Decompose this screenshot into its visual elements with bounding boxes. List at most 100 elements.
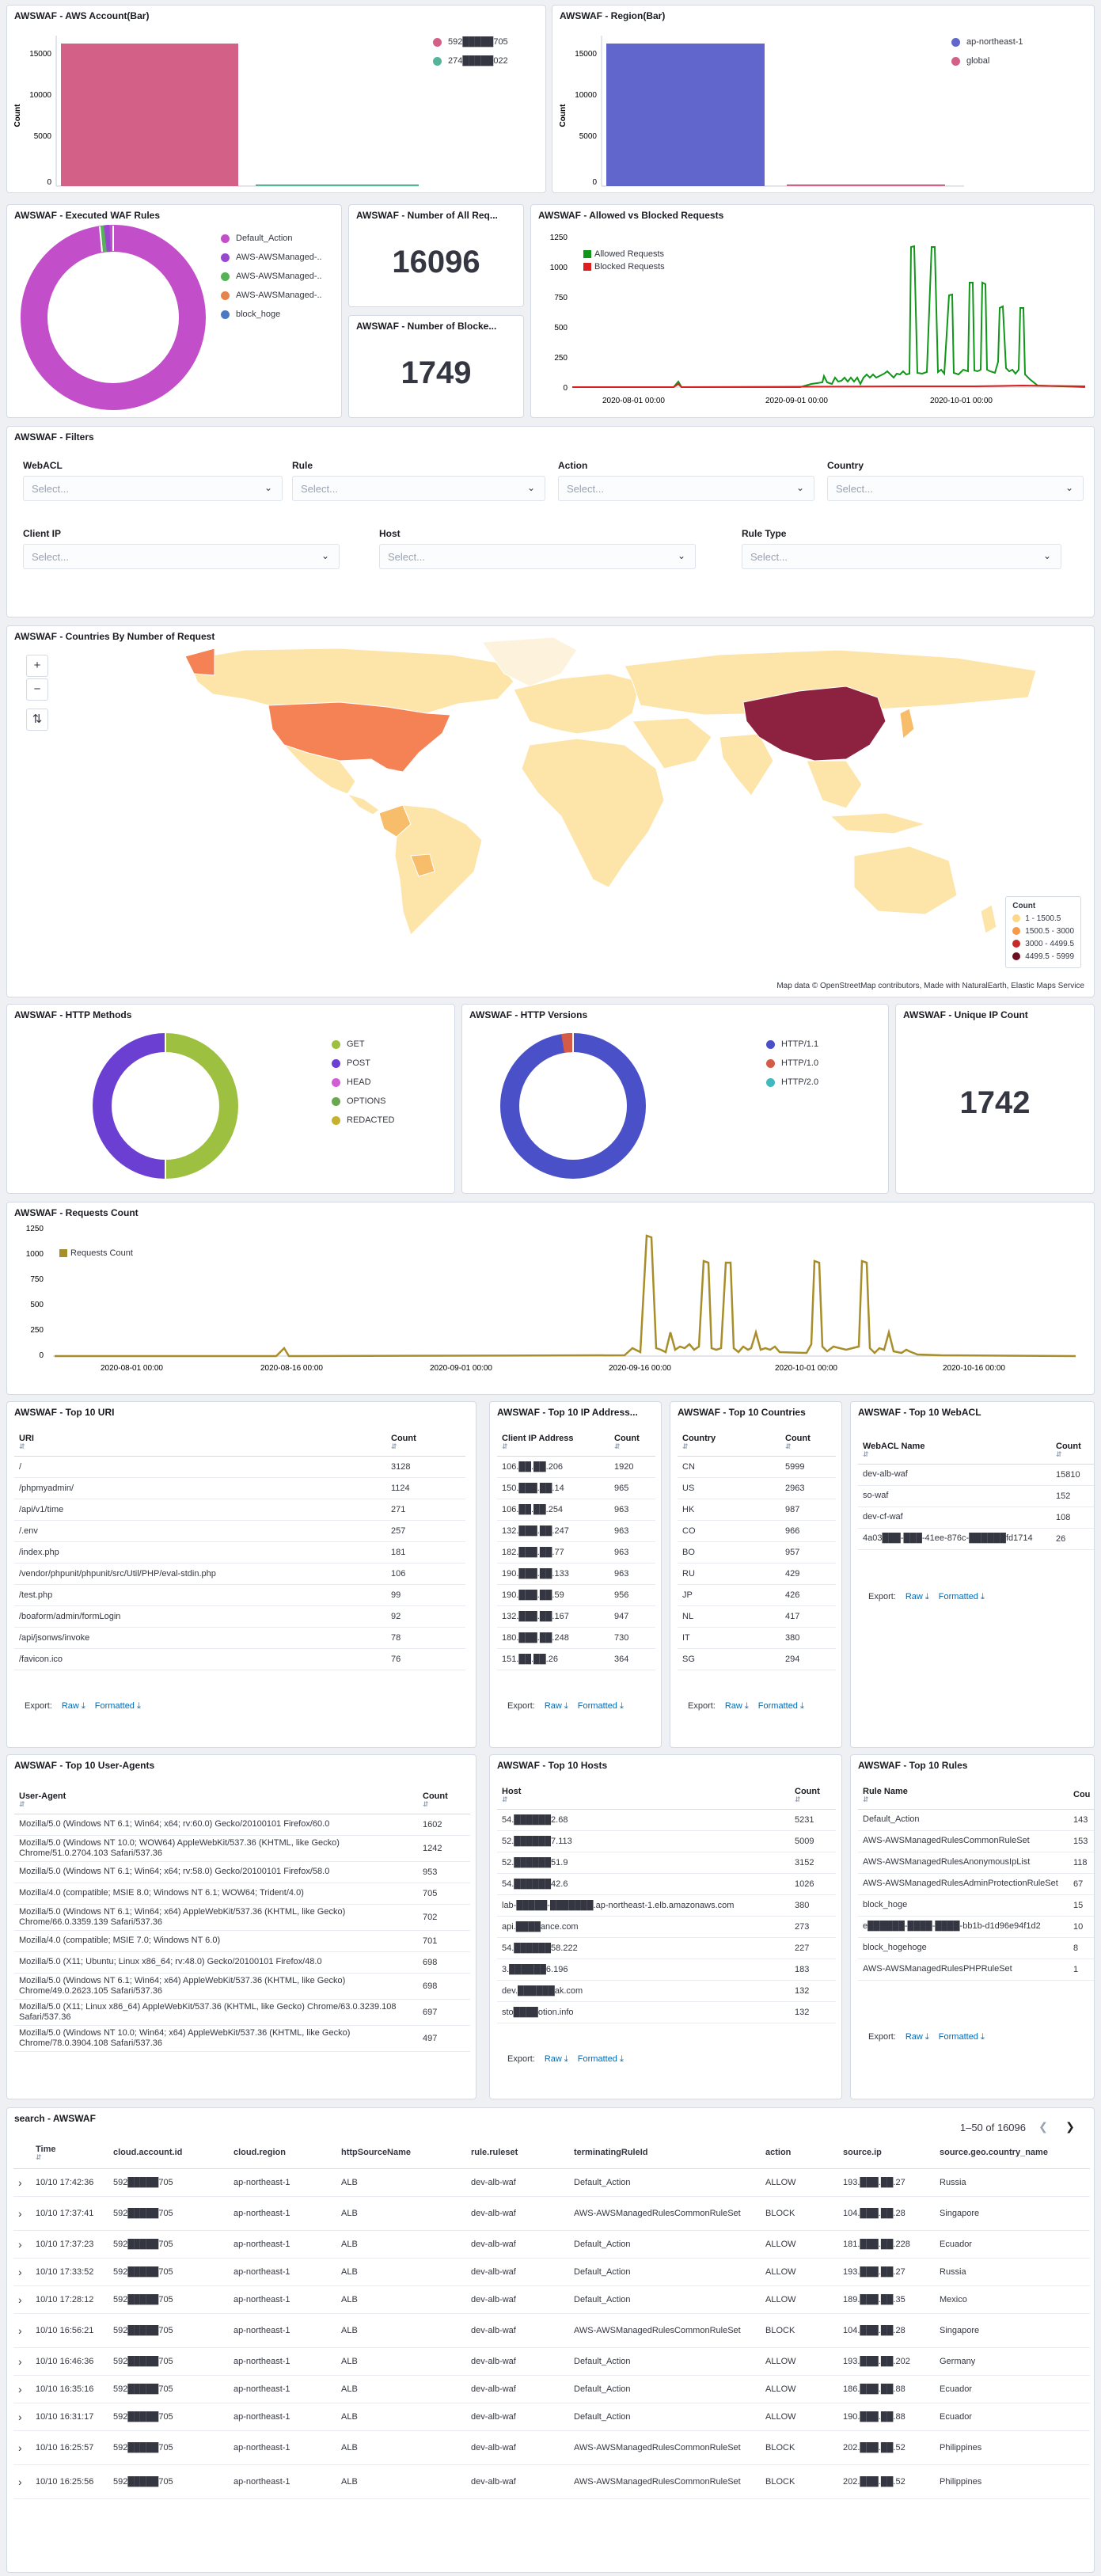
sort-icon[interactable]: ⇵ [19, 1442, 25, 1450]
sort-icon[interactable]: ⇵ [682, 1442, 689, 1450]
column-header[interactable]: Host ⇵ [497, 1780, 790, 1810]
table-row[interactable]: Mozilla/4.0 (compatible; MSIE 8.0; Windo… [14, 1883, 470, 1905]
table-row[interactable]: Mozilla/5.0 (X11; Linux x86_64) AppleWeb… [14, 1999, 470, 2026]
donut-slice-get[interactable] [165, 1033, 238, 1179]
column-header[interactable]: Count ⇵ [780, 1427, 836, 1457]
export-formatted-link[interactable]: Formatted ⤓ [757, 1701, 804, 1711]
table-row[interactable]: 106.██.██.254 963 [497, 1499, 655, 1521]
export-raw-link[interactable]: Raw ⤓ [905, 2032, 929, 2042]
fit-bounds-button[interactable]: ⇅ [26, 709, 48, 731]
table-row[interactable]: Mozilla/5.0 (X11; Ubuntu; Linux x86_64; … [14, 1951, 470, 1974]
bar-region-1[interactable] [606, 44, 765, 186]
table-row[interactable]: 54.██████2.68 5231 [497, 1809, 836, 1831]
search-row[interactable]: › 10/10 16:31:17 592█████705 ap-northeast-1… [13, 2403, 1090, 2431]
table-row[interactable]: /favicon.ico 76 [14, 1648, 465, 1670]
search-row[interactable]: › 10/10 16:46:36 592█████705 ap-northeast-1… [13, 2347, 1090, 2376]
search-row[interactable]: › 10/10 17:42:36 592█████705 ap-northeast-1… [13, 2168, 1090, 2197]
column-header[interactable]: Count ⇵ [790, 1780, 836, 1810]
chevron-right-icon[interactable]: › [13, 2403, 31, 2431]
table-row[interactable]: block_hoge 15 [858, 1894, 1094, 1917]
export-formatted-link[interactable]: Formatted ⤓ [577, 2054, 624, 2064]
map-region-bolivia[interactable] [410, 853, 435, 877]
table-row[interactable]: AWS-AWSManagedRulesPHPRuleSet 1 [858, 1959, 1094, 1981]
sort-icon[interactable]: ⇵ [423, 1799, 429, 1808]
table-row[interactable]: Mozilla/5.0 (Windows NT 6.1; Win64; x64;… [14, 1814, 470, 1836]
map-region-canada[interactable] [188, 648, 514, 714]
column-header-source-ip[interactable]: source.ip [838, 2137, 935, 2169]
table-row[interactable]: e██████-████-████-bb1b-d1d96e94f1d2 10 [858, 1916, 1094, 1938]
table-row[interactable]: RU 429 [678, 1563, 836, 1585]
table-row[interactable]: block_hogehoge 8 [858, 1937, 1094, 1959]
search-row[interactable]: › 10/10 17:33:52 592█████705 ap-northeast-1… [13, 2258, 1090, 2286]
filter-select-webacl[interactable]: Select... ⌄ [23, 476, 283, 501]
table-row[interactable]: 3.██████6.196 183 [497, 1959, 836, 1981]
table-row[interactable]: Mozilla/5.0 (Windows NT 6.1; Win64; x64;… [14, 1861, 470, 1883]
column-header-action[interactable]: action [761, 2137, 838, 2169]
search-row[interactable]: › 10/10 16:35:16 592█████705 ap-northeast-1… [13, 2375, 1090, 2403]
sort-icon[interactable]: ⇵ [614, 1442, 621, 1450]
table-row[interactable]: 54.██████58.222 227 [497, 1937, 836, 1959]
zoom-in-button[interactable]: + [26, 655, 48, 677]
filter-select-client-ip[interactable]: Select... ⌄ [23, 544, 340, 569]
column-header-ruleset[interactable]: rule.ruleset [466, 2137, 569, 2169]
bar-account-2[interactable] [256, 184, 419, 186]
sort-icon[interactable]: ⇵ [502, 1442, 508, 1450]
map-region-alaska[interactable] [184, 648, 215, 676]
table-row[interactable]: 150.███.██.14 965 [497, 1477, 655, 1499]
table-row[interactable]: 182.███.██.77 963 [497, 1541, 655, 1563]
bar-region-2[interactable] [787, 184, 945, 186]
table-row[interactable]: /boaform/admin/formLogin 92 [14, 1605, 465, 1628]
chevron-right-icon[interactable]: › [13, 2168, 31, 2197]
legend-item[interactable]: AWS-AWSManaged-.. [221, 267, 322, 286]
sort-icon[interactable]: ⇵ [1056, 1449, 1062, 1458]
column-header-source-name[interactable]: httpSourceName [336, 2137, 466, 2169]
donut-slice-rule-3[interactable] [99, 225, 108, 253]
chevron-right-icon[interactable]: › [13, 2313, 31, 2348]
filter-select-country[interactable]: Select... ⌄ [827, 476, 1084, 501]
column-header-account[interactable]: cloud.account.id [108, 2137, 229, 2169]
legend-item[interactable]: POST [332, 1054, 395, 1073]
map-region-china[interactable] [742, 686, 886, 762]
zoom-out-button[interactable]: − [26, 678, 48, 701]
table-row[interactable]: AWS-AWSManagedRulesAnonymousIpList 118 [858, 1852, 1094, 1874]
legend-item[interactable]: AWS-AWSManaged-.. [221, 286, 322, 305]
column-header[interactable]: Client IP Address ⇵ [497, 1427, 609, 1457]
table-row[interactable]: BO 957 [678, 1541, 836, 1563]
export-formatted-link[interactable]: Formatted ⤓ [577, 1701, 624, 1711]
legend-item[interactable]: ap-northeast-1 [951, 32, 1023, 51]
map-region-russia[interactable] [624, 649, 1037, 716]
column-header[interactable]: Rule Name ⇵ [858, 1780, 1069, 1810]
search-row[interactable]: › 10/10 17:37:23 592█████705 ap-northeast-1… [13, 2230, 1090, 2259]
map-region-greenland[interactable] [481, 636, 578, 687]
donut-slice-rule-2[interactable] [104, 225, 112, 253]
legend-item[interactable]: Allowed Requests [583, 248, 665, 260]
filter-select-rule-type[interactable]: Select... ⌄ [742, 544, 1061, 569]
map-region-central-america[interactable] [346, 793, 380, 815]
table-row[interactable]: Mozilla/4.0 (compatible; MSIE 7.0; Windo… [14, 1930, 470, 1952]
table-row[interactable]: 106.██.██.206 1920 [497, 1456, 655, 1478]
table-row[interactable]: AWS-AWSManagedRulesCommonRuleSet 153 [858, 1830, 1094, 1852]
chevron-right-icon[interactable]: › [13, 2347, 31, 2376]
export-raw-link[interactable]: Raw ⤓ [544, 1701, 568, 1711]
map-region-usa[interactable] [268, 701, 451, 773]
table-row[interactable]: HK 987 [678, 1499, 836, 1521]
table-row[interactable]: api.████ance.com 273 [497, 1916, 836, 1938]
legend-item[interactable]: global [951, 51, 1023, 70]
table-row[interactable]: Mozilla/5.0 (Windows NT 6.1; Win64; x64)… [14, 1973, 470, 2000]
table-row[interactable]: 151.██.██.26 364 [497, 1648, 655, 1670]
table-row[interactable]: SG 294 [678, 1648, 836, 1670]
sort-icon[interactable]: ⇵ [36, 2152, 42, 2161]
export-raw-link[interactable]: Raw ⤓ [61, 1701, 85, 1711]
table-row[interactable]: Mozilla/5.0 (Windows NT 6.1; Win64; x64)… [14, 1904, 470, 1931]
map-region-australia[interactable] [853, 845, 958, 915]
legend-item[interactable]: Default_Action [221, 229, 322, 248]
legend-item[interactable]: HTTP/1.0 [766, 1054, 818, 1073]
legend-item[interactable]: REDACTED [332, 1111, 395, 1130]
table-row[interactable]: IT 380 [678, 1627, 836, 1649]
column-header-country[interactable]: source.geo.country_name [935, 2137, 1090, 2169]
table-row[interactable]: Mozilla/5.0 (Windows NT 10.0; WOW64) App… [14, 1835, 470, 1862]
legend-item[interactable]: HTTP/1.1 [766, 1035, 818, 1054]
table-row[interactable]: NL 417 [678, 1605, 836, 1628]
chevron-right-icon[interactable]: › [13, 2258, 31, 2286]
table-row[interactable]: dev-cf-waf 108 [858, 1506, 1094, 1529]
